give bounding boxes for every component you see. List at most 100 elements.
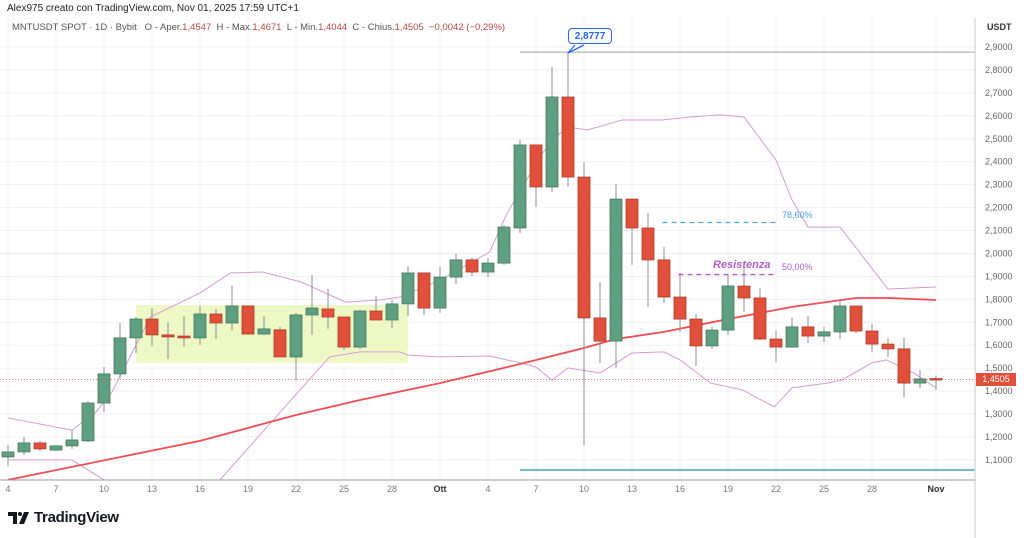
time-tick-label: 10 [99,484,109,494]
chart-caption: Alex975 creato con TradingView.com, Nov … [7,3,299,14]
open-label: O - Aper. [144,22,183,33]
candle-body-up [49,445,63,451]
price-tick-label: 2,4000 [985,157,1013,167]
candle-body-up [481,262,495,273]
price-tick-label: 1,5000 [985,363,1013,373]
resistance-label[interactable]: Resistenza [713,259,771,271]
candle-body-up [129,318,143,339]
candle-body-down [865,330,879,345]
candle-body-down [417,272,431,309]
price-tick-label: 2,3000 [985,180,1013,190]
candle-body-up [17,442,31,453]
candle-body-down [641,227,655,261]
price-tick-label: 1,3000 [985,409,1013,419]
price-axis[interactable]: 2,9000 2,8000 2,7000 2,6000 2,5000 2,4000 2,30… [985,42,1013,465]
time-tick-label: 4 [485,484,490,494]
candle-body-down [737,285,751,299]
time-tick-label: 28 [387,484,397,494]
candle-body-up [305,307,319,316]
fib-786-label: 78,60% [782,210,813,220]
currency-unit[interactable]: USDT [987,22,1012,32]
time-tick-label: 7 [533,484,538,494]
high-value: 1,4671 [252,22,282,33]
candle-body-up [785,326,799,348]
time-tick-label: 16 [675,484,685,494]
candle-body-down [897,348,911,384]
time-tick-label: Nov [927,484,944,494]
candle-body-down [593,317,607,342]
grid [0,18,975,480]
candle-body-down [209,313,223,324]
time-tick-label: 4 [5,484,10,494]
time-tick-label: 7 [53,484,58,494]
candle-body-down [337,316,351,348]
candle-body-up [257,328,271,335]
price-tick-label: 1,4000 [985,386,1013,396]
candle-body-up [65,439,79,447]
candle-body-up [81,402,95,442]
time-tick-label: 16 [195,484,205,494]
time-tick-label: 25 [339,484,349,494]
time-tick-label: 19 [243,484,253,494]
price-tick-label: 1,7000 [985,317,1013,327]
high-label: H - Max. [216,22,253,33]
candle-body-up [385,303,399,321]
candle-body-down [177,335,191,339]
close-label: C - Chius. [352,22,395,33]
candle-body-up [913,378,927,384]
price-tick-label: 1,9000 [985,271,1013,281]
time-tick-label: 19 [723,484,733,494]
candle-body-down [753,297,767,340]
candle-body-down [689,318,703,347]
time-tick-label: 28 [867,484,877,494]
candle-body-up [705,329,719,347]
time-tick-label: 22 [291,484,301,494]
candle-body-down [769,338,783,348]
price-tick-label: 1,2000 [985,432,1013,442]
candle-body-up [817,331,831,337]
candle-body-up [433,276,447,309]
candle-body-down [673,296,687,320]
callout-pointer [567,44,585,54]
time-tick-label: Ott [434,484,447,494]
candle-body-down [273,329,287,358]
candle-body-up [545,96,559,188]
candle-body-down [33,442,47,450]
candle-body-down [369,310,383,321]
candle-body-up [609,198,623,342]
fib-50-label: 50,00% [782,262,813,272]
candle-body-down [161,334,175,338]
time-tick-label: 13 [627,484,637,494]
candle-body-up [513,144,527,229]
price-tick-label: 2,1000 [985,226,1013,236]
candle-body-up [113,337,127,375]
time-axis[interactable]: 4 7 10 13 16 19 22 25 28 Ott 4 7 10 13 16 19 22 25 28 Nov [5,484,944,494]
price-tick-label: 1,6000 [985,340,1013,350]
candle-body-down [145,318,159,336]
consolidation-zone [136,305,408,363]
candle-body-up [353,310,367,348]
time-tick-label: 25 [819,484,829,494]
symbol-info[interactable]: MNTUSDT SPOT · 1D · Bybit [12,22,137,33]
candle-body-down [241,305,255,335]
tradingview-logo[interactable]: TradingView [8,509,119,526]
high-price-callout[interactable]: 2,8777 [568,28,612,44]
price-tick-label: 2,2000 [985,203,1013,213]
price-tick-label: 1,8000 [985,294,1013,304]
candle-body-up [833,305,847,333]
time-tick-label: 10 [579,484,589,494]
candle-body-down [465,259,479,273]
candle-body-down [881,343,895,350]
price-tick-label: 2,6000 [985,111,1013,121]
change-value: −0,0042 (−0,29%) [429,22,506,33]
price-tick-label: 2,9000 [985,42,1013,52]
candle-body-up [97,373,111,404]
candle-body-up [497,226,511,264]
symbol-legend: MNTUSDT SPOT · 1D · Bybit O - Aper.1,454… [12,22,505,33]
price-tick-label: 2,8000 [985,65,1013,75]
candle-body-down [529,144,543,188]
candle-body-down [561,96,575,178]
price-tick-label: 2,7000 [985,88,1013,98]
candles [1,52,943,466]
